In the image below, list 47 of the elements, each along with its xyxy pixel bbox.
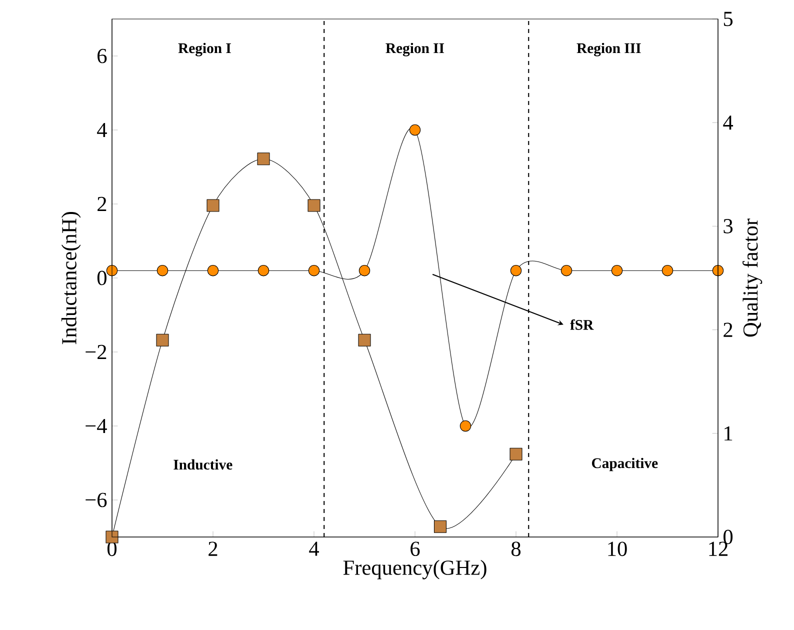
point: [358, 264, 370, 276]
y2-tick-label: 5: [724, 12, 733, 26]
y2-tick-label: 2: [724, 322, 732, 337]
annotation: Region I: [178, 42, 231, 56]
annotation: Capacitive: [592, 458, 658, 472]
point: [409, 124, 421, 136]
point: [510, 448, 522, 460]
annotation: Inductive: [174, 459, 232, 470]
x-tick-label: 8: [511, 542, 521, 556]
annotation: Region III: [576, 42, 641, 56]
x-tick-label: 10: [608, 542, 627, 556]
y2-tick-label: 3: [724, 219, 733, 234]
x-tick-label: 4: [309, 542, 319, 556]
point: [460, 420, 472, 432]
point: [510, 264, 522, 276]
point: [207, 264, 219, 276]
point: [308, 264, 320, 276]
point: [662, 264, 674, 276]
point: [560, 264, 572, 276]
x-tick-label: 2: [208, 542, 218, 556]
y-axis-title: Inductance(nH): [61, 212, 81, 344]
point: [358, 334, 371, 346]
y2-tick-label: 1: [724, 426, 732, 440]
point: [308, 199, 320, 212]
y-tick-label: −2: [86, 344, 106, 360]
point: [258, 264, 270, 276]
annotation: Region II: [386, 42, 444, 56]
y-tick-label: −4: [86, 418, 107, 434]
point: [106, 530, 118, 544]
point: [611, 264, 623, 276]
point: [156, 264, 168, 276]
x-tick-label: 6: [410, 542, 420, 556]
point: [156, 334, 169, 346]
y-tick-label: 2: [98, 196, 106, 212]
point: [106, 264, 118, 276]
x-axis-title: Frequency(GHz): [343, 560, 486, 580]
point: [206, 199, 220, 212]
y-tick-label: 4: [97, 122, 107, 138]
y2-axis-title: Quality factor: [742, 218, 762, 337]
y-tick-label: −6: [86, 492, 107, 508]
annotation: fSR: [570, 319, 594, 330]
point: [712, 264, 724, 276]
point: [257, 152, 270, 166]
y-tick-label: 6: [98, 48, 107, 64]
y-tick-label: 0: [97, 270, 106, 286]
point: [434, 520, 447, 533]
y2-tick-label: 4: [723, 116, 734, 130]
